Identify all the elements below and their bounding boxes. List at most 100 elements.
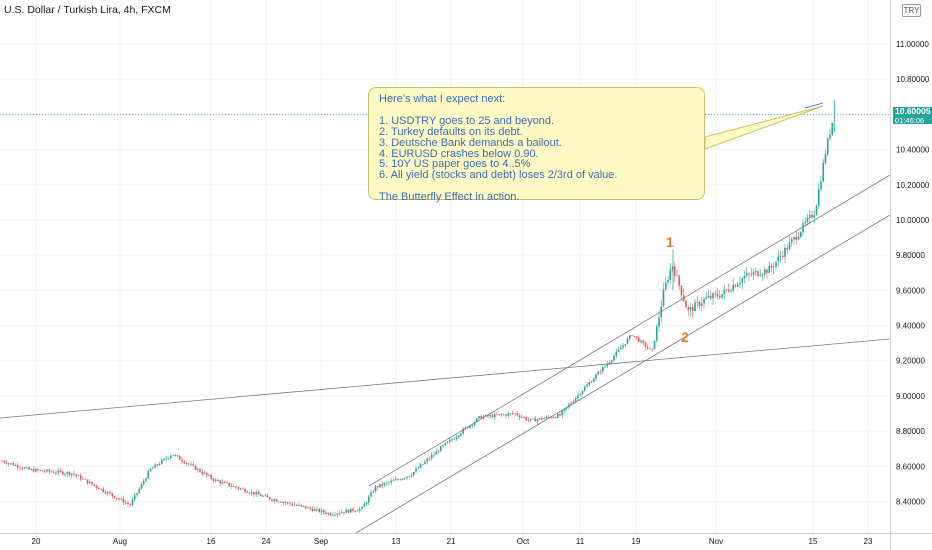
y-tick-label: 9.00000 [896,392,925,401]
candle [336,512,339,518]
candle [583,385,586,392]
y-tick-label: 9.20000 [896,357,925,366]
trend-lines[interactable] [0,174,891,534]
currency-badge[interactable]: TRY [902,4,921,17]
candle [732,278,735,293]
candle [194,464,197,471]
candle [678,274,681,291]
candle [239,487,242,491]
candle [561,409,564,419]
candle [25,465,28,469]
candle [721,293,723,299]
candle [169,454,172,460]
x-tick-label: Sep [314,537,329,546]
candle [309,506,312,511]
candle [340,509,343,514]
candle [797,232,800,241]
candle [653,340,656,350]
candle [97,487,100,490]
candle [149,468,152,472]
long-trendline[interactable] [0,338,891,419]
candle [615,349,618,359]
candle [133,492,136,503]
candle [410,473,413,478]
candle [275,498,278,502]
y-tick-label: 8.60000 [896,462,925,471]
candle [676,269,678,277]
candle [829,128,831,142]
candle [817,183,820,209]
candle [235,485,237,490]
candle [644,340,647,351]
candle [394,475,397,481]
candle [507,411,510,419]
candle [84,478,87,480]
candle [635,336,638,341]
candle [725,289,728,292]
candle [358,506,361,513]
candle [579,392,582,397]
candle [406,476,408,481]
candle [691,303,694,318]
candle [70,473,73,479]
candle [354,510,357,513]
candle [282,501,285,506]
marker-one: 1 [666,234,674,250]
candle [365,501,368,506]
candle [496,411,498,416]
candle [115,497,118,501]
candle [255,489,258,497]
candle [77,474,80,477]
candle [435,448,438,455]
callout-anchor [804,102,824,109]
candle [1,459,3,462]
candle [802,218,804,237]
candle [376,485,379,491]
channel-upper-line[interactable] [368,174,891,487]
candle [757,270,759,278]
candle [577,392,579,402]
candle [277,501,280,504]
candle [685,299,687,308]
candle [136,492,138,499]
candle [559,411,561,417]
x-tick-label: 24 [262,537,271,546]
candle [730,288,732,293]
annotation-line: Here's what I expect next: [379,93,506,105]
candle [417,465,420,470]
x-tick-label: 21 [447,537,456,546]
candle [824,150,827,166]
candle [273,497,276,504]
candle [37,467,39,473]
x-axis-labels[interactable]: 20 Aug 16 24 Sep 13 21 Oct 11 19 Nov 15 23 [32,537,873,546]
candle [176,454,179,458]
candle [32,466,35,473]
candle [430,452,433,461]
candle [205,472,208,478]
candle [352,506,354,513]
candle [331,513,334,516]
candle [826,137,829,157]
y-tick-label: 10.00000 [896,216,930,225]
candle [543,417,546,420]
candle [268,496,271,501]
channel-lower-line[interactable] [355,214,891,534]
candle [748,271,750,281]
candle [509,412,512,417]
candle [300,504,303,508]
candle [363,502,366,508]
candle [696,295,699,308]
candle [718,289,721,300]
candle [613,353,615,363]
candle [174,453,177,457]
y-tick-label: 10.20000 [896,181,930,190]
candle [703,297,705,309]
candle [367,494,370,505]
annotation-callout[interactable]: Here's what I expect next: 1. USDTRY goes… [368,87,705,203]
candle [334,511,336,517]
x-tick-label: 23 [864,537,873,546]
y-tick-label: 11.00000 [896,40,929,49]
x-tick-label: 20 [32,537,41,546]
candle [687,305,690,316]
